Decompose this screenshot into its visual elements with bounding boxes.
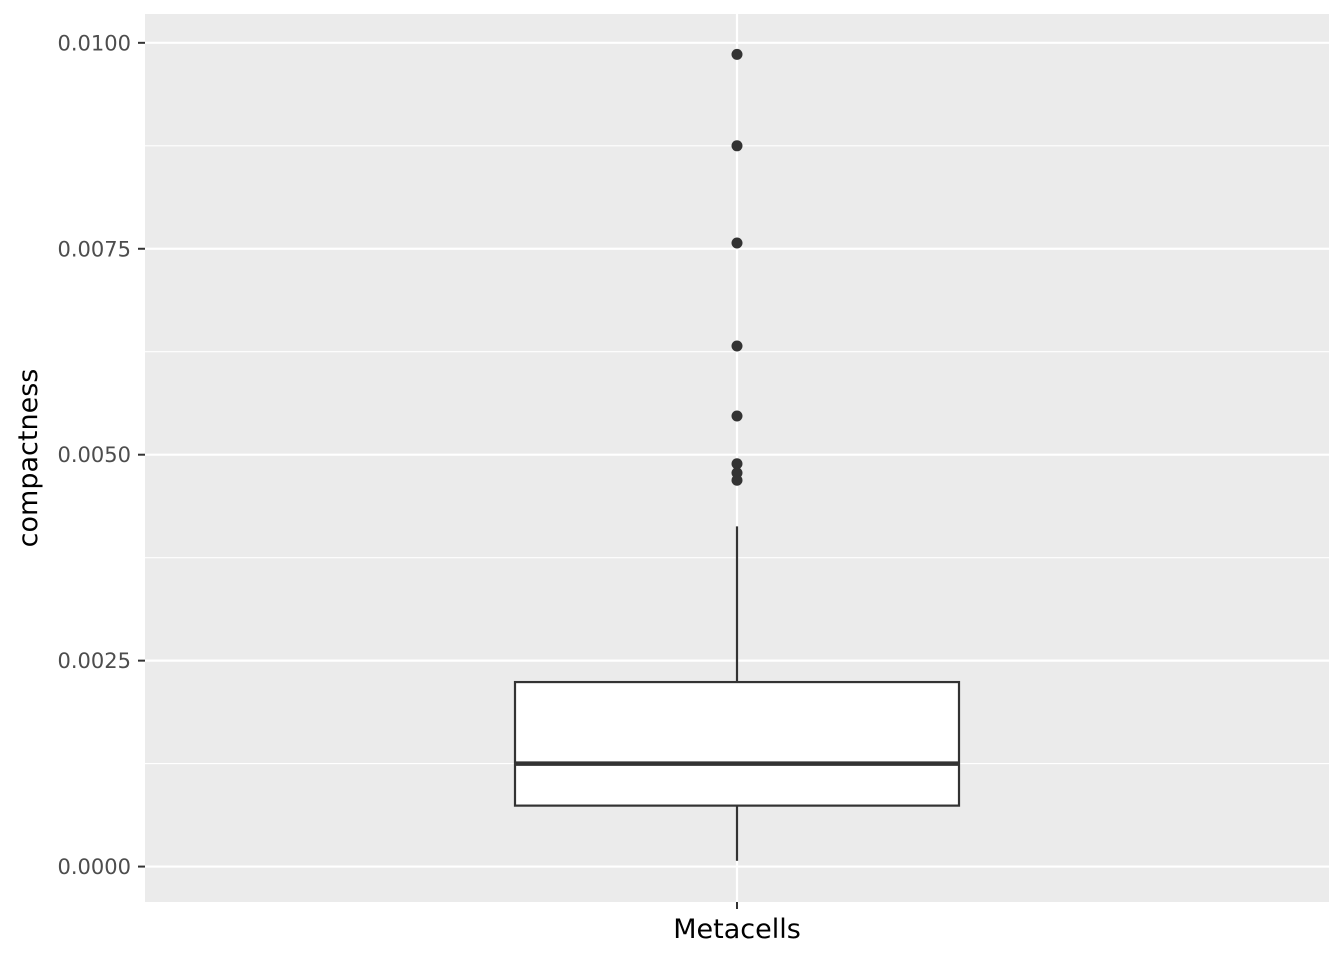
y-tick-label: 0.0025	[58, 649, 131, 673]
outlier-point	[731, 237, 743, 249]
outlier-point	[731, 410, 743, 422]
y-tick-label: 0.0050	[58, 443, 131, 467]
y-tick-label: 0.0000	[58, 855, 131, 879]
outlier-point	[731, 474, 743, 486]
box-iqr	[513, 680, 961, 807]
y-tick-label: 0.0075	[58, 237, 131, 261]
outlier-point	[731, 48, 743, 60]
x-axis: Metacells	[673, 902, 801, 945]
x-tick-label: Metacells	[673, 914, 801, 945]
box-layer	[513, 48, 961, 861]
y-axis-title: compactness	[13, 369, 44, 548]
outlier-point	[731, 340, 743, 352]
y-axis: 0.0000 0.0025 0.0050 0.0075 0.0100	[58, 31, 145, 879]
y-tick-label: 0.0100	[58, 31, 131, 55]
box-group	[513, 48, 961, 861]
outlier-point	[731, 140, 743, 152]
outlier-point	[731, 458, 743, 470]
